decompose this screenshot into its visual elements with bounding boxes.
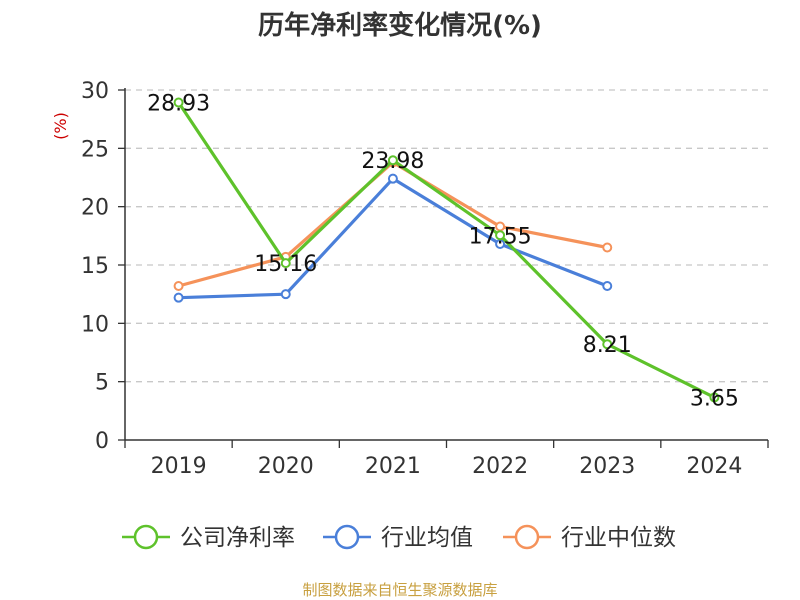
y-tick-label: 5 bbox=[95, 371, 109, 396]
legend-marker-icon bbox=[514, 524, 540, 550]
legend-item[interactable]: 行业中位数 bbox=[503, 524, 676, 551]
data-point[interactable] bbox=[280, 289, 291, 300]
x-tick-label: 2024 bbox=[686, 454, 742, 479]
legend-label: 公司净利率 bbox=[180, 525, 295, 551]
data-label: 17.55 bbox=[469, 224, 532, 249]
data-point[interactable] bbox=[387, 173, 398, 184]
x-tick-label: 2021 bbox=[365, 454, 421, 479]
data-point[interactable] bbox=[387, 155, 398, 166]
y-tick-label: 25 bbox=[81, 137, 109, 162]
data-point[interactable] bbox=[602, 339, 613, 350]
data-point[interactable] bbox=[709, 392, 720, 403]
y-tick-label: 0 bbox=[95, 429, 109, 454]
legend[interactable]: 公司净利率 行业均值 行业中位数 bbox=[122, 524, 676, 551]
data-label: 28.93 bbox=[147, 91, 210, 116]
x-tick-label: 2023 bbox=[579, 454, 635, 479]
data-point[interactable] bbox=[173, 292, 184, 303]
data-point[interactable] bbox=[602, 242, 613, 253]
source-footer: 制图数据来自恒生聚源数据库 bbox=[302, 581, 497, 599]
legend-label: 行业均值 bbox=[381, 525, 473, 551]
y-tick-label: 10 bbox=[81, 312, 109, 337]
data-label: 15.16 bbox=[254, 252, 317, 277]
x-tick-label: 2020 bbox=[258, 454, 314, 479]
x-tick-label: 2019 bbox=[151, 454, 207, 479]
legend-marker-icon bbox=[133, 524, 159, 550]
grid-lines bbox=[125, 89, 768, 383]
legend-item[interactable]: 行业均值 bbox=[323, 524, 473, 551]
data-point[interactable] bbox=[280, 258, 291, 269]
chart-title: 历年净利率变化情况(%) bbox=[258, 10, 542, 41]
data-label: 8.21 bbox=[583, 333, 632, 358]
legend-marker-icon bbox=[334, 524, 360, 550]
axes: 0 5 10 15 20 25 30 2019 2020 2021 2022 2023 2024 bbox=[81, 79, 769, 479]
series-lines bbox=[173, 97, 720, 403]
x-tick-label: 2022 bbox=[472, 454, 528, 479]
y-tick-label: 20 bbox=[81, 196, 109, 221]
data-label: 23.98 bbox=[361, 149, 424, 174]
data-point[interactable] bbox=[495, 230, 506, 241]
series-line bbox=[177, 101, 716, 399]
legend-item[interactable]: 公司净利率 bbox=[122, 524, 295, 551]
data-point[interactable] bbox=[173, 97, 184, 108]
data-label: 3.65 bbox=[690, 386, 739, 411]
data-point[interactable] bbox=[173, 281, 184, 291]
data-labels: 28.93 15.16 23.98 17.55 8.21 3.65 bbox=[147, 91, 739, 411]
legend-label: 行业中位数 bbox=[561, 525, 676, 551]
y-tick-label: 15 bbox=[81, 254, 109, 279]
y-axis-label: (%) bbox=[51, 112, 70, 140]
data-point[interactable] bbox=[602, 281, 613, 291]
y-tick-label: 30 bbox=[81, 79, 109, 104]
